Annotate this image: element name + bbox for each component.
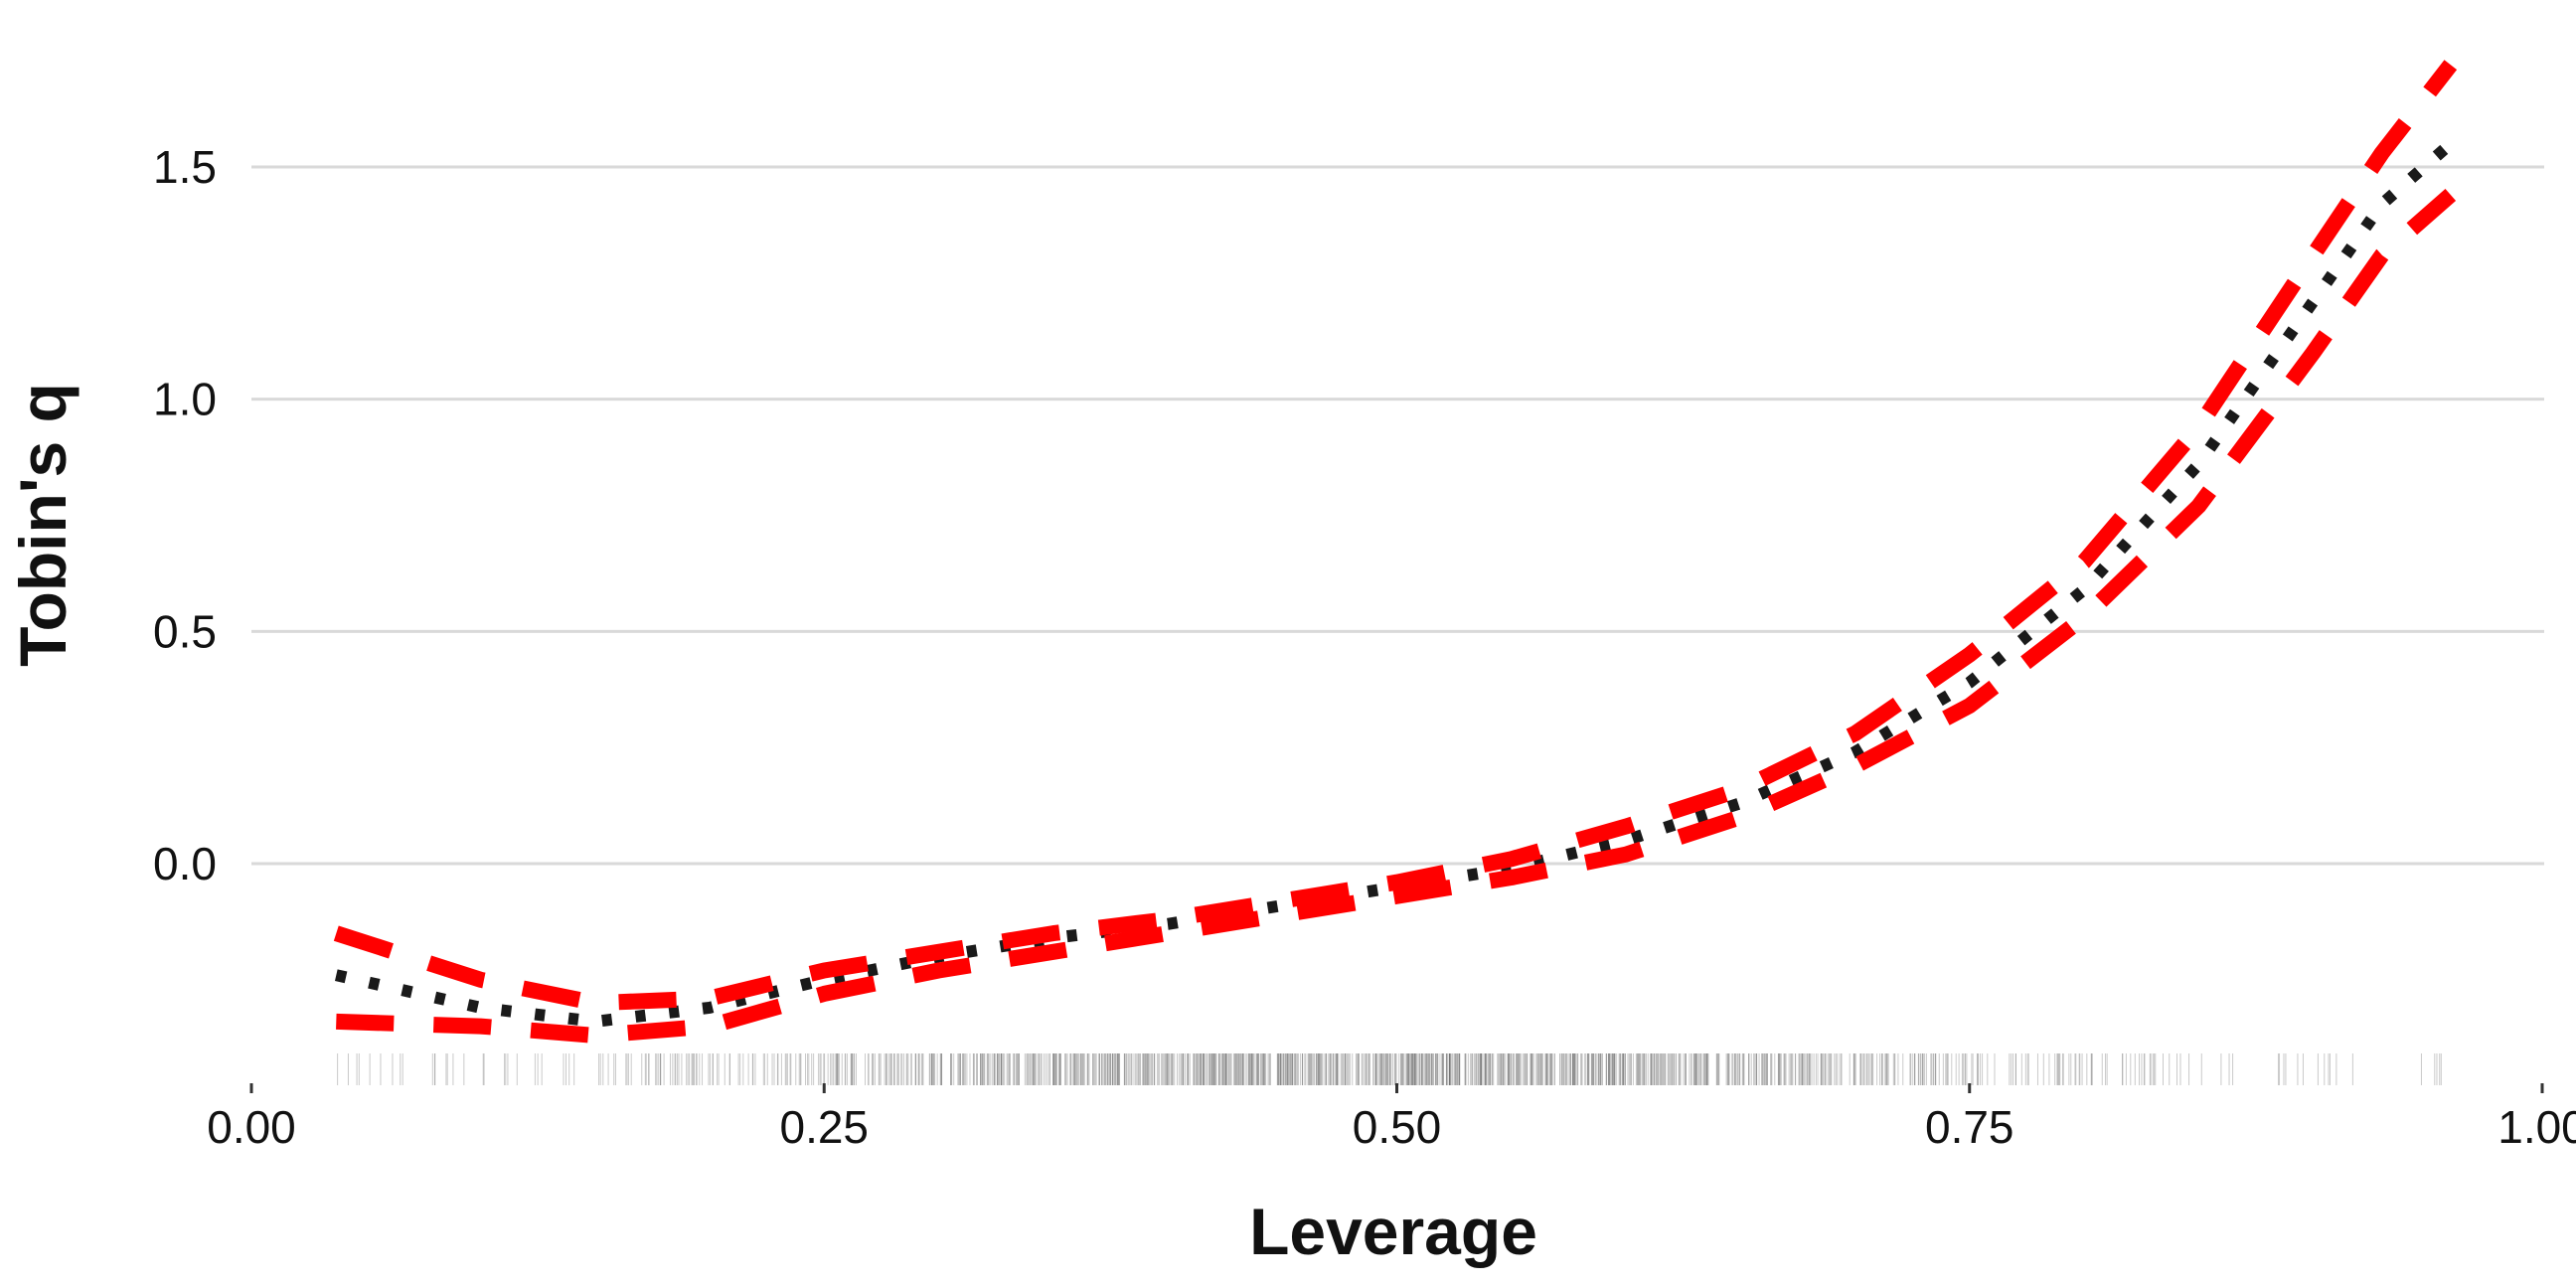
y-tick-labels: 0.0 0.5 1.0 1.5 (153, 141, 217, 889)
x-axis-title: Leverage (1249, 1195, 1537, 1268)
y-axis-title: Tobin's q (6, 383, 80, 667)
x-tick-label: 0.50 (1353, 1101, 1442, 1153)
y-tick-label: 0.5 (153, 605, 217, 657)
x-tick-labels: 0.00 0.25 0.50 0.75 1.00 (207, 1083, 2576, 1153)
y-tick-label: 0.0 (153, 838, 217, 889)
rug-marks (337, 1053, 2442, 1085)
grid-lines (251, 165, 2544, 866)
x-tick-label: 0.25 (779, 1101, 869, 1153)
y-tick-label: 1.5 (153, 141, 217, 193)
series-lines (333, 60, 2458, 1044)
x-tick-label: 0.00 (207, 1101, 296, 1153)
y-tick-label: 1.0 (153, 374, 217, 425)
x-tick-label: 0.75 (1925, 1101, 2014, 1153)
x-tick-label: 1.00 (2497, 1101, 2576, 1153)
upper-bound-line (333, 60, 2458, 1012)
lower-bound-line (336, 188, 2457, 1044)
